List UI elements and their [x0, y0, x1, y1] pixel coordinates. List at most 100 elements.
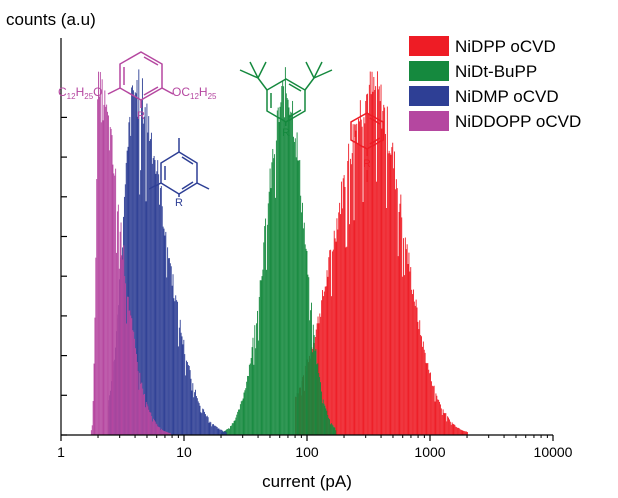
histogram-bar [344, 186, 346, 435]
histogram-bar [460, 429, 462, 435]
histogram-bar [327, 276, 329, 435]
histogram-bar [106, 104, 108, 436]
histogram-bar [132, 90, 134, 435]
histogram-bar [340, 181, 342, 435]
histogram-bar [306, 250, 308, 435]
histogram-bar [282, 81, 284, 435]
legend-label: NiDDOPP oCVD [455, 112, 581, 131]
histogram-bar [331, 424, 333, 435]
histogram-bar [153, 420, 155, 435]
histogram-bar [466, 431, 467, 435]
histogram-bar [459, 429, 461, 435]
histogram-bar [263, 242, 265, 435]
histogram-bar [338, 212, 340, 435]
histogram-bar [104, 90, 106, 435]
histogram-bar [111, 135, 113, 435]
histogram-bar [212, 424, 214, 435]
histogram-bar [335, 241, 337, 435]
histogram-bar [339, 202, 341, 435]
histogram-bar [165, 431, 167, 435]
histogram-bar [457, 427, 458, 435]
histogram-bar [390, 154, 392, 435]
histogram-bar [324, 405, 326, 435]
histogram-bar [162, 430, 164, 435]
histogram-bar [352, 124, 354, 436]
x-axis-tick-labels: 1 10 100 1000 10000 [57, 444, 573, 460]
series-nidpp-ocvd [295, 71, 468, 436]
histogram-bar [297, 160, 299, 435]
histogram-bar [177, 346, 179, 435]
histogram-bar [311, 352, 313, 435]
histogram-bar [314, 350, 316, 435]
histogram-bar [292, 100, 294, 436]
histogram-bar [401, 217, 403, 435]
dtbu-r-label: R [282, 127, 290, 139]
histogram-bar [319, 313, 321, 435]
histogram-bar [128, 122, 130, 436]
histogram-bar [421, 346, 423, 435]
histogram-bar [184, 354, 186, 435]
histogram-bar [410, 267, 412, 435]
histogram-bar [222, 430, 223, 435]
histogram-bar [346, 246, 348, 435]
histogram-bar [264, 226, 266, 435]
histogram-bar [161, 206, 163, 435]
histogram-bar [337, 229, 339, 435]
histogram-bar [456, 427, 458, 435]
histogram-bar [168, 258, 169, 435]
histogram-bar [402, 276, 404, 435]
histogram-bar [272, 148, 274, 435]
histogram-bar [422, 341, 424, 435]
series-nidmp-ocvd [107, 69, 227, 436]
histogram-bar [125, 283, 126, 435]
histogram-bar [335, 430, 337, 435]
histogram-bar [381, 128, 383, 436]
histogram-bar [289, 114, 291, 435]
histogram-bar [326, 410, 328, 435]
histogram-bar [168, 258, 170, 435]
histogram-bar [325, 286, 327, 435]
histogram-bar [209, 421, 211, 435]
histogram-bar [235, 417, 237, 435]
histogram-bar [222, 431, 224, 435]
histogram-bar [94, 317, 96, 435]
histogram-bar [122, 259, 124, 435]
histogram-bar [388, 150, 390, 435]
histogram-bar [463, 430, 465, 435]
histogram-bar [287, 99, 289, 436]
histogram-bar [328, 417, 330, 435]
histogram-bar [405, 249, 407, 435]
histogram-bar [269, 168, 271, 436]
histogram-bar [160, 429, 162, 435]
histogram-bar [239, 404, 241, 435]
histogram-bar [204, 411, 205, 435]
histogram-bar [241, 400, 243, 435]
histogram-bar [429, 373, 431, 435]
histogram-bar [126, 150, 128, 435]
histogram-bar [224, 431, 226, 435]
histogram-bar [133, 96, 135, 435]
histogram-bar [206, 415, 208, 435]
histogram-bar [197, 401, 199, 435]
histogram-bar [433, 385, 435, 435]
histogram-bar [347, 160, 349, 436]
histogram-bar [109, 127, 111, 435]
histogram-bar [233, 420, 235, 435]
histogram-bar [286, 97, 288, 436]
histogram-bar [107, 115, 109, 436]
histogram-bar [141, 78, 143, 435]
histogram-bar [442, 409, 444, 435]
histogram-bar [96, 179, 98, 435]
histogram-bar [127, 146, 129, 435]
histogram-bar [391, 147, 393, 436]
histogram-bar [169, 263, 171, 435]
histogram-bar [279, 106, 281, 436]
histogram-bar [266, 224, 268, 435]
histogram-bar [165, 231, 167, 435]
histogram-bar [330, 423, 332, 435]
x-axis-ticks [60, 435, 554, 441]
histogram-bar [174, 301, 176, 435]
histogram-bar [274, 154, 276, 435]
histogram-bar [215, 426, 217, 435]
histogram-bar [159, 427, 161, 435]
